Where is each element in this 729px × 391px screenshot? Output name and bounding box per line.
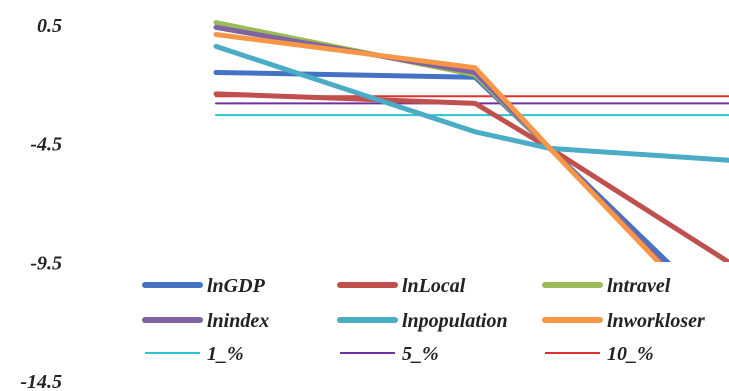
y-tick-label-0-5: 0.5 bbox=[37, 15, 62, 37]
legend-label-lnlocal: lnLocal bbox=[402, 275, 466, 297]
series-lines bbox=[213, 20, 729, 339]
y-axis-ticks: 0.5 -4.5 -9.5 -14.5 bbox=[20, 15, 62, 391]
series-line-lnlocal bbox=[213, 91, 729, 265]
legend-label-10: 10_% bbox=[607, 343, 654, 365]
legend-label-1: 1_% bbox=[207, 343, 244, 365]
series-line-lnworkloser bbox=[213, 31, 729, 339]
legend-item-lnpopulation: lnpopulation bbox=[337, 310, 508, 332]
legend-item-lnlocal: lnLocal bbox=[337, 275, 466, 297]
legend-label-lnpopulation: lnpopulation bbox=[402, 310, 508, 332]
legend-item-lnworkloser: lnworkloser bbox=[542, 310, 705, 332]
legend-item-lngdp: lnGDP bbox=[142, 275, 266, 297]
legend-label-lntravel: lntravel bbox=[607, 275, 671, 297]
legend-item-10: 10_% bbox=[545, 343, 654, 365]
legend-label-5: 5_% bbox=[402, 343, 439, 365]
y-tick-label-4-5: -4.5 bbox=[30, 134, 62, 156]
legend-label-lnindex: lnindex bbox=[207, 310, 269, 332]
legend: lnGDP lnLocal lntravel lnindex lnpopulation l… bbox=[140, 262, 729, 372]
legend-item-1: 1_% bbox=[145, 343, 244, 365]
legend-item-5: 5_% bbox=[340, 343, 439, 365]
legend-label-lnworkloser: lnworkloser bbox=[607, 310, 705, 332]
legend-item-lntravel: lntravel bbox=[542, 275, 671, 297]
legend-label-lngdp: lnGDP bbox=[207, 275, 266, 297]
legend-background bbox=[140, 262, 729, 372]
y-tick-label-9-5: -9.5 bbox=[30, 252, 62, 274]
series-line-lnpopulation bbox=[213, 43, 729, 163]
legend-item-lnindex: lnindex bbox=[142, 310, 269, 332]
y-tick-label-14-5: -14.5 bbox=[20, 371, 62, 391]
